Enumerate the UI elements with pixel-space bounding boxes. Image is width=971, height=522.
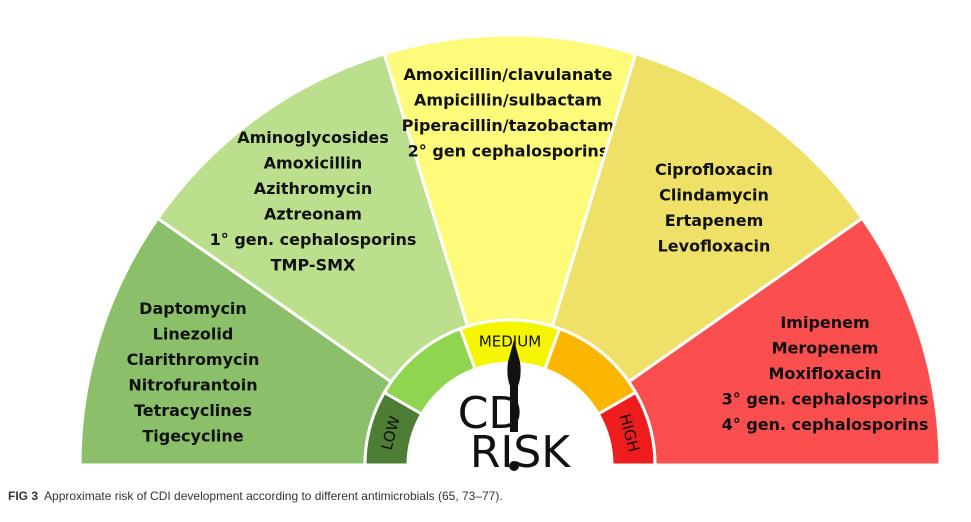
- drug-name: Clindamycin: [659, 186, 769, 205]
- drug-name: Daptomycin: [139, 299, 247, 318]
- ring-low: LOW: [363, 390, 424, 467]
- figure-number: FIG 3: [8, 489, 39, 503]
- medium-high-segment-drug-list: Ciprofloxacin Clindamycin Ertapenem Levoflo…: [655, 160, 773, 256]
- medium-high-segment: Ciprofloxacin Clindamycin Ertapenem Levoflo…: [550, 51, 865, 384]
- drug-name: Piperacillin/tazobactam: [402, 116, 614, 135]
- ring-medium: MEDIUM: [458, 318, 562, 372]
- drug-name: Ertapenem: [665, 211, 763, 230]
- ring-high: HIGH: [596, 390, 657, 467]
- risk-needle: [507, 340, 521, 471]
- drug-name: Linezolid: [153, 325, 234, 344]
- drug-name: Clarithromycin: [127, 350, 260, 369]
- high-segment: Imipenem Meropenem Moxifloxacin 3° gen. cep…: [626, 216, 942, 467]
- drug-name: Amoxicillin/clavulanate: [403, 65, 612, 84]
- ring-high-shape: [596, 390, 657, 467]
- low-segment-drug-list: Daptomycin Linezolid Clarithromycin Nitrofu…: [127, 299, 260, 446]
- drug-name: Azithromycin: [254, 179, 373, 198]
- drug-name: Levofloxacin: [658, 237, 771, 256]
- ring-medium-label: MEDIUM: [479, 333, 541, 351]
- drug-name: Meropenem: [772, 339, 879, 358]
- high-segment-drug-list: Imipenem Meropenem Moxifloxacin 3° gen. cep…: [722, 313, 929, 434]
- drug-name: 4° gen. cephalosporins: [722, 415, 929, 434]
- drug-name: 2° gen cephalosporins: [408, 142, 609, 161]
- drug-name: Amoxicillin: [264, 154, 363, 173]
- drug-name: 1° gen. cephalosporins: [210, 230, 417, 249]
- drug-name: Ciprofloxacin: [655, 160, 773, 179]
- low-medium-segment-drug-list: Aminoglycosides Amoxicillin Azithromycin Az…: [210, 128, 417, 275]
- low-medium-segment: Aminoglycosides Amoxicillin Azithromycin Az…: [155, 51, 470, 384]
- medium-segment-drug-list: Amoxicillin/clavulanate Ampicillin/sulbac…: [402, 65, 614, 161]
- cdi-risk-gauge: Daptomycin Linezolid Clarithromycin Nitrofu…: [78, 33, 942, 478]
- drug-name: TMP-SMX: [271, 256, 356, 275]
- logo-line-2: RISK: [470, 427, 571, 478]
- drug-name: Tigecycline: [142, 427, 243, 446]
- caption-text: Approximate risk of CDI development acco…: [44, 489, 503, 503]
- drug-name: Imipenem: [780, 313, 869, 332]
- figure-caption: FIG 3 Approximate risk of CDI development…: [8, 489, 503, 503]
- medium-segment: Amoxicillin/clavulanate Ampicillin/sulbac…: [382, 33, 638, 329]
- drug-name: Nitrofurantoin: [128, 376, 257, 395]
- cd-risk-logo: CD RISK: [458, 388, 572, 478]
- drug-name: Aminoglycosides: [237, 128, 389, 147]
- drug-name: Ampicillin/sulbactam: [414, 91, 602, 110]
- drug-name: Moxifloxacin: [768, 364, 881, 383]
- drug-name: Tetracyclines: [134, 401, 252, 420]
- drug-name: Aztreonam: [264, 205, 362, 224]
- drug-name: 3° gen. cephalosporins: [722, 390, 929, 409]
